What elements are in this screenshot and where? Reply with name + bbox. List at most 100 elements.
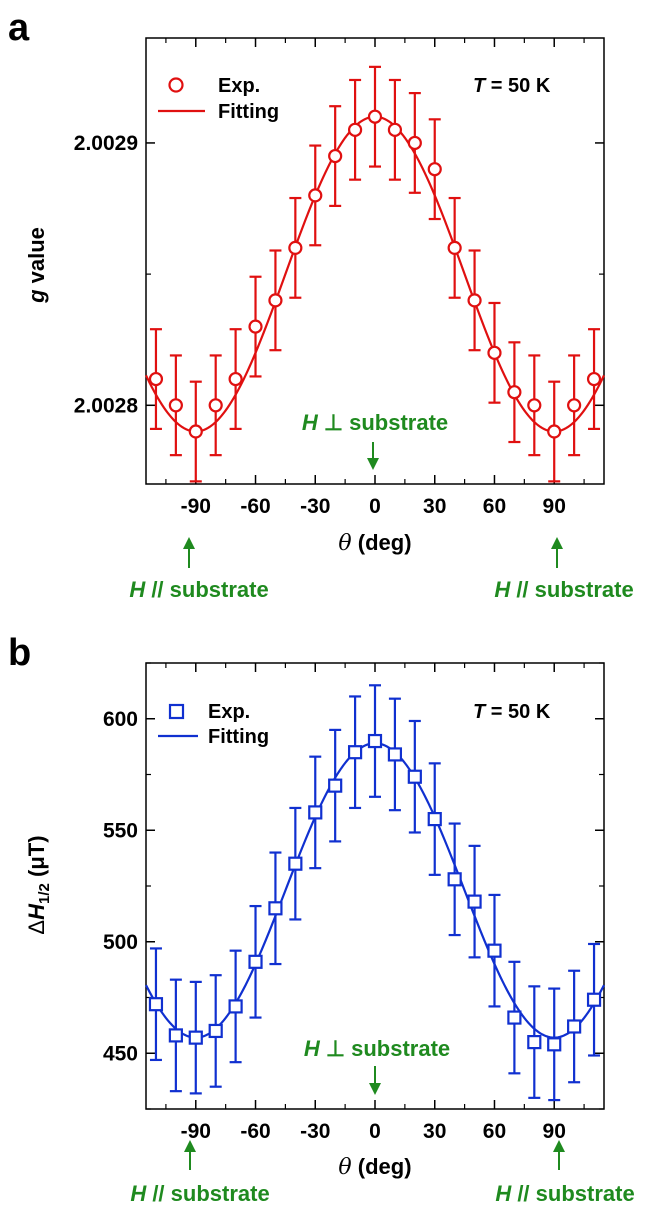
- arrow-up-par-right-b: [553, 1140, 565, 1170]
- tick-marks-b: [146, 662, 604, 1110]
- annotation-perp-b: H ⊥ substrate: [304, 1036, 450, 1061]
- data-point: [427, 811, 442, 827]
- legend-label-fit-a: Fitting: [218, 101, 279, 123]
- data-point: [208, 1023, 223, 1039]
- annotation-par-right-b: H // substrate: [495, 1181, 634, 1206]
- data-point: [507, 385, 522, 400]
- data-point: [547, 424, 562, 439]
- data-point: [487, 345, 502, 360]
- data-point: [268, 901, 283, 916]
- legend-label-fit-b: Fitting: [208, 726, 269, 748]
- data-point: [288, 240, 303, 255]
- data-point: [407, 769, 422, 784]
- data-point: [188, 424, 203, 439]
- panel-a: a -90 -60 -30 0 30 60 90 2.0028 2.0029 Exp. Fit…: [8, 7, 634, 602]
- legend-label-exp-b: Exp.: [208, 701, 250, 723]
- data-points-a: [148, 109, 602, 439]
- y-tick-labels-b: 450 500 550 600: [103, 708, 138, 1066]
- data-point: [447, 240, 462, 255]
- data-point: [228, 999, 243, 1014]
- data-point: [347, 122, 363, 137]
- data-point: [248, 319, 263, 334]
- data-point: [567, 1019, 582, 1034]
- data-point: [168, 1028, 183, 1043]
- data-point: [567, 398, 582, 413]
- x-tick-labels-a: -90 -60 -30 0 30 60 90: [181, 495, 566, 518]
- panel-letter-b: b: [8, 632, 31, 674]
- data-point: [228, 371, 243, 387]
- arrow-down-perp-b: [369, 1066, 381, 1095]
- x-tick-label: -60: [240, 495, 270, 518]
- data-point: [188, 1030, 203, 1045]
- x-axis-label-a: θ (deg): [338, 530, 411, 556]
- data-point: [248, 954, 263, 969]
- annotation-par-left-b: H // substrate: [130, 1181, 269, 1206]
- arrow-up-par-right-a: [551, 537, 563, 568]
- data-point: [328, 778, 343, 793]
- x-axis-label-b: θ (deg): [338, 1154, 411, 1180]
- data-point: [527, 1034, 542, 1050]
- y-tick-label: 600: [103, 708, 138, 731]
- data-point: [208, 398, 223, 413]
- data-point: [407, 135, 422, 151]
- data-point: [467, 894, 482, 909]
- data-point: [328, 148, 343, 164]
- y-axis-label-b: ΔH1/2 (μT): [24, 835, 53, 934]
- x-tick-label: 60: [483, 1120, 506, 1143]
- data-point: [387, 747, 403, 762]
- annotation-par-left-a: H // substrate: [129, 577, 268, 602]
- data-points-b: [148, 733, 602, 1052]
- y-tick-label: 550: [103, 819, 138, 842]
- data-point: [586, 992, 602, 1007]
- y-tick-label: 2.0028: [74, 394, 139, 417]
- x-tick-label: 60: [483, 495, 506, 518]
- annotation-perp-a: H ⊥ substrate: [302, 410, 448, 435]
- data-point: [148, 371, 164, 387]
- data-point: [268, 293, 283, 308]
- annotation-par-right-a: H // substrate: [494, 577, 633, 602]
- legend-marker-exp-b: [168, 703, 185, 720]
- x-tick-label: -30: [300, 495, 330, 518]
- x-tick-label: -90: [181, 495, 211, 518]
- data-point: [148, 997, 164, 1012]
- data-point: [288, 856, 303, 871]
- data-point: [487, 943, 502, 958]
- data-point: [387, 122, 403, 137]
- legend-label-exp-a: Exp.: [218, 75, 260, 97]
- data-point: [308, 188, 323, 203]
- arrow-up-par-left-a: [183, 537, 195, 568]
- arrow-down-perp-a: [367, 442, 379, 470]
- x-tick-label: 30: [423, 495, 446, 518]
- x-tick-label: 30: [423, 1120, 446, 1143]
- data-point: [367, 733, 383, 749]
- y-tick-labels-a: 2.0028 2.0029: [74, 132, 139, 417]
- data-point: [347, 745, 363, 760]
- data-point: [367, 109, 383, 124]
- x-tick-label: 0: [369, 1120, 381, 1143]
- y-axis-label-a: g value: [24, 227, 49, 304]
- arrow-up-par-left-b: [184, 1140, 196, 1170]
- y-tick-label: 500: [103, 931, 138, 954]
- data-point: [447, 872, 462, 887]
- x-tick-label: -90: [181, 1120, 211, 1143]
- data-point: [308, 805, 323, 820]
- panel-b: b -90 -60 -30 0 30 60 90 450 500 550 600 Exp. Fit…: [8, 632, 635, 1206]
- y-tick-label: 450: [103, 1042, 138, 1065]
- x-tick-label: -60: [240, 1120, 270, 1143]
- data-point: [527, 398, 542, 413]
- data-point: [586, 371, 602, 387]
- panel-letter-a: a: [8, 7, 30, 49]
- legend-marker-exp-a: [168, 77, 184, 93]
- data-point: [507, 1010, 522, 1025]
- x-tick-labels-b: -90 -60 -30 0 30 60 90: [181, 1120, 566, 1143]
- temperature-label-b: T = 50 K: [473, 701, 551, 723]
- x-tick-label: 90: [543, 495, 566, 518]
- data-point: [168, 398, 183, 413]
- x-tick-label: 0: [369, 495, 381, 518]
- y-tick-label: 2.0029: [74, 132, 138, 155]
- data-point: [547, 1037, 562, 1052]
- data-point: [467, 293, 482, 308]
- data-point: [427, 162, 442, 177]
- x-tick-label: 90: [543, 1120, 566, 1143]
